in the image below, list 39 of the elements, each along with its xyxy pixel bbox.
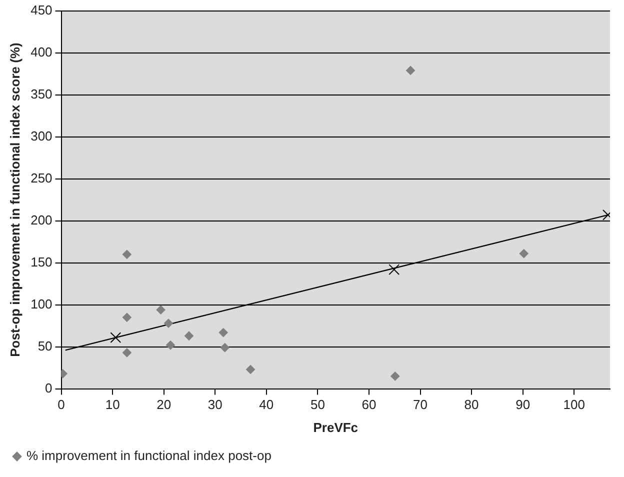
point — [406, 66, 416, 75]
point — [110, 332, 122, 344]
y-tick-label: 100 — [30, 296, 52, 312]
x-tick-label: 10 — [105, 397, 120, 412]
point — [519, 249, 528, 258]
y-tick-label: 200 — [30, 212, 52, 228]
x-tick-label: 20 — [156, 397, 172, 412]
x-tick-label: 80 — [464, 397, 479, 412]
y-tick-label: 400 — [30, 44, 52, 60]
y-tick-label: 250 — [30, 170, 52, 186]
y-tick-label: 300 — [30, 128, 52, 144]
point — [156, 305, 166, 314]
x-tick-label: 0 — [58, 397, 65, 412]
point — [390, 372, 400, 381]
x-tick-label: 40 — [259, 397, 274, 412]
point — [164, 318, 173, 328]
point — [220, 343, 230, 352]
point — [122, 312, 132, 322]
x-tick-label: 50 — [310, 397, 325, 412]
point — [166, 340, 176, 350]
point — [218, 328, 228, 338]
point — [184, 331, 194, 340]
y-tick-label: 0 — [45, 380, 52, 396]
point — [122, 348, 132, 358]
x-axis-title: PreVFc — [313, 420, 358, 435]
y-tick-label: 350 — [30, 86, 52, 102]
point — [388, 264, 400, 275]
x-tick-label: 90 — [516, 397, 530, 412]
y-tick-label: 150 — [30, 254, 52, 270]
y-axis-title: Post-op improvement in functional index score (%) — [7, 42, 22, 357]
legend-label: % improvement in functional index post-op — [26, 448, 272, 464]
x-tick-label: 60 — [362, 397, 376, 412]
x-tick-label: 100 — [563, 397, 585, 412]
y-tick-label: 450 — [30, 2, 52, 18]
x-tick-label: 70 — [413, 397, 428, 412]
point — [246, 364, 256, 374]
y-tick-label: 50 — [38, 338, 52, 354]
x-tick-label: 30 — [208, 397, 222, 412]
point — [122, 250, 132, 259]
